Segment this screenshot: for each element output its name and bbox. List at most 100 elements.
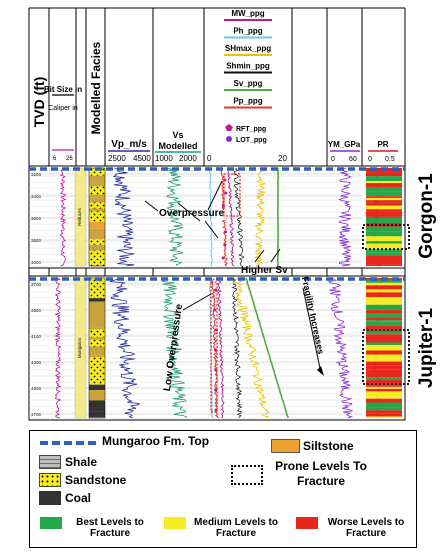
fracture-index-layer: [366, 330, 402, 335]
low-overpressure-highlight: [210, 281, 218, 413]
facies-layer: [89, 411, 105, 418]
rft-point: [223, 243, 227, 247]
fracture-index-layer: [366, 358, 402, 362]
fracture-index-layer: [366, 325, 402, 331]
legend-medium: Medium Levels to Fracture: [194, 517, 278, 539]
ym-curve: [327, 277, 353, 419]
bit-size-note: Reduces: [77, 207, 82, 226]
fracture-index-layer: [366, 183, 402, 186]
header-labels: TVD (ft) Bit Size in Caliper in 6 26 Mod…: [31, 9, 398, 163]
legend-shale: Shale: [65, 455, 98, 469]
fracture-index-layer: [366, 243, 402, 247]
facies-layer: [89, 329, 105, 338]
mungaroo-line-swatch: [40, 441, 96, 445]
facies-layer: [89, 298, 105, 302]
pressure-legend-label: Ph_ppg: [233, 27, 262, 36]
fracture-index-layer: [366, 310, 402, 314]
fracture-index-layer: [366, 181, 402, 184]
facies-layer: [89, 319, 105, 328]
fracture-index-layer: [366, 260, 402, 265]
shale-swatch: [39, 455, 61, 469]
facies-layer: [89, 301, 105, 311]
pressure-legend-label: MW_ppg: [231, 9, 264, 18]
facies-layer: [89, 219, 105, 222]
fracture-index-layer: [366, 345, 402, 351]
sandstone-swatch: [39, 473, 61, 487]
vs-scale-min: 1000: [155, 154, 173, 163]
shmin-curve: [231, 277, 243, 419]
fracture-index-layer: [366, 214, 402, 217]
vp-curve: [109, 277, 141, 419]
fracture-index-layer: [366, 216, 402, 219]
fracture-index-layer: [366, 202, 402, 206]
caliper-curve: [54, 277, 62, 419]
fracture-index-layer: [366, 342, 402, 346]
legend-worse: Worse Levels to Fracture: [327, 517, 405, 539]
vp-curve: [113, 167, 135, 267]
fracture-index-layer: [366, 318, 402, 321]
vp-scale-max: 4500: [133, 154, 151, 163]
fracture-index-layer: [366, 410, 402, 414]
fracture-index-layer: [366, 296, 402, 303]
facies-layer: [89, 346, 105, 356]
fracture-index-layer: [366, 391, 402, 397]
pr-scale-max: 0.5: [385, 156, 395, 163]
fracture-index-layer: [366, 377, 402, 380]
fracture-index-layer: [366, 369, 402, 374]
facies-layer: [89, 208, 105, 212]
mw-curve: [216, 277, 225, 419]
pressure-legend-label: Pp_ppg: [233, 97, 262, 106]
facies-layer: [89, 188, 105, 195]
fracture-index-layer: [366, 379, 402, 384]
fracture-index-layer: [366, 200, 402, 203]
fracture-index-layer: [366, 231, 402, 237]
fracture-index-layer: [366, 285, 402, 290]
facies-layer: [89, 242, 105, 245]
caliper-label: Caliper in: [48, 105, 78, 112]
vs-label-1: Vs: [172, 130, 183, 140]
legend-siltstone: Siltstone: [303, 439, 354, 453]
depth-tick-label: 3800: [31, 238, 42, 243]
vs-scale-max: 2000: [179, 154, 197, 163]
well-name-jupiter-1: Jupiter-1: [416, 307, 437, 388]
facies-layer: [89, 172, 105, 176]
facies-layer: [89, 355, 105, 358]
fracture-index-layer: [366, 388, 402, 392]
fracture-index-layer: [366, 185, 402, 188]
rft-point: [213, 308, 217, 312]
ym-scale-min: 0: [331, 156, 335, 163]
prone-to-fracture-box: [362, 329, 410, 385]
facies-layer: [89, 250, 105, 259]
fracture-index-layer: [366, 236, 402, 242]
bit-size-band: [74, 167, 87, 267]
depth-tick-label: 4700: [31, 412, 42, 417]
caliper-scale-max: 26: [66, 156, 73, 162]
ym-curve: [338, 167, 352, 267]
vp-scale-min: 2500: [108, 154, 126, 163]
facies-layer: [89, 186, 105, 189]
higher-sv-annotation: Higher Sv: [241, 265, 288, 276]
fracture-index-layer: [366, 302, 402, 305]
facies-layer: [89, 221, 105, 229]
rft-point: [214, 388, 218, 392]
coal-swatch: [39, 491, 61, 505]
legend-sandstone: Sandstone: [65, 473, 127, 487]
rft-point: [223, 230, 227, 234]
vs-curve: [166, 167, 184, 266]
facies-layer: [89, 244, 105, 251]
facies-layer: [89, 370, 105, 379]
fracture-index-layer: [366, 226, 402, 232]
prone-swatch: [231, 465, 263, 485]
fracture-index-layer: [366, 334, 402, 339]
fracture-index-layer: [366, 320, 402, 322]
facies-layer: [89, 327, 105, 330]
legend-mungaroo: Mungaroo Fm. Top: [102, 434, 210, 448]
fracture-index-layer: [366, 361, 402, 366]
facies-layer: [89, 357, 105, 361]
legend-coal: Coal: [65, 491, 92, 505]
overpressure-annotation: Overpressure: [159, 208, 224, 219]
tvd-label: TVD (ft): [31, 77, 47, 128]
fracture-index-layer: [366, 264, 402, 266]
rft-point: [224, 191, 228, 195]
facies-layer: [89, 384, 105, 391]
